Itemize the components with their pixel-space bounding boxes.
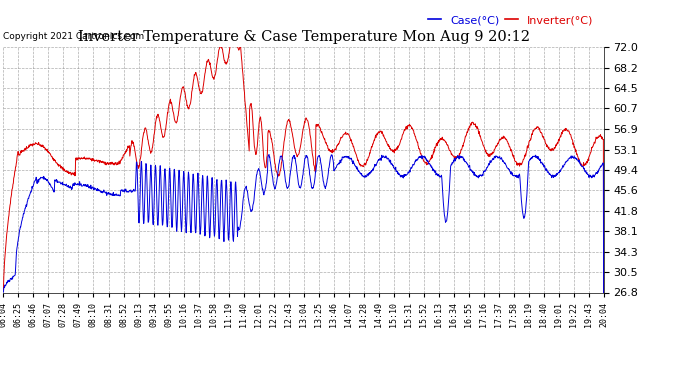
Text: Copyright 2021 Cartronics.com: Copyright 2021 Cartronics.com: [3, 32, 145, 41]
Legend: Case(°C), Inverter(°C): Case(°C), Inverter(°C): [424, 10, 598, 30]
Title: Inverter Temperature & Case Temperature Mon Aug 9 20:12: Inverter Temperature & Case Temperature …: [77, 30, 530, 44]
